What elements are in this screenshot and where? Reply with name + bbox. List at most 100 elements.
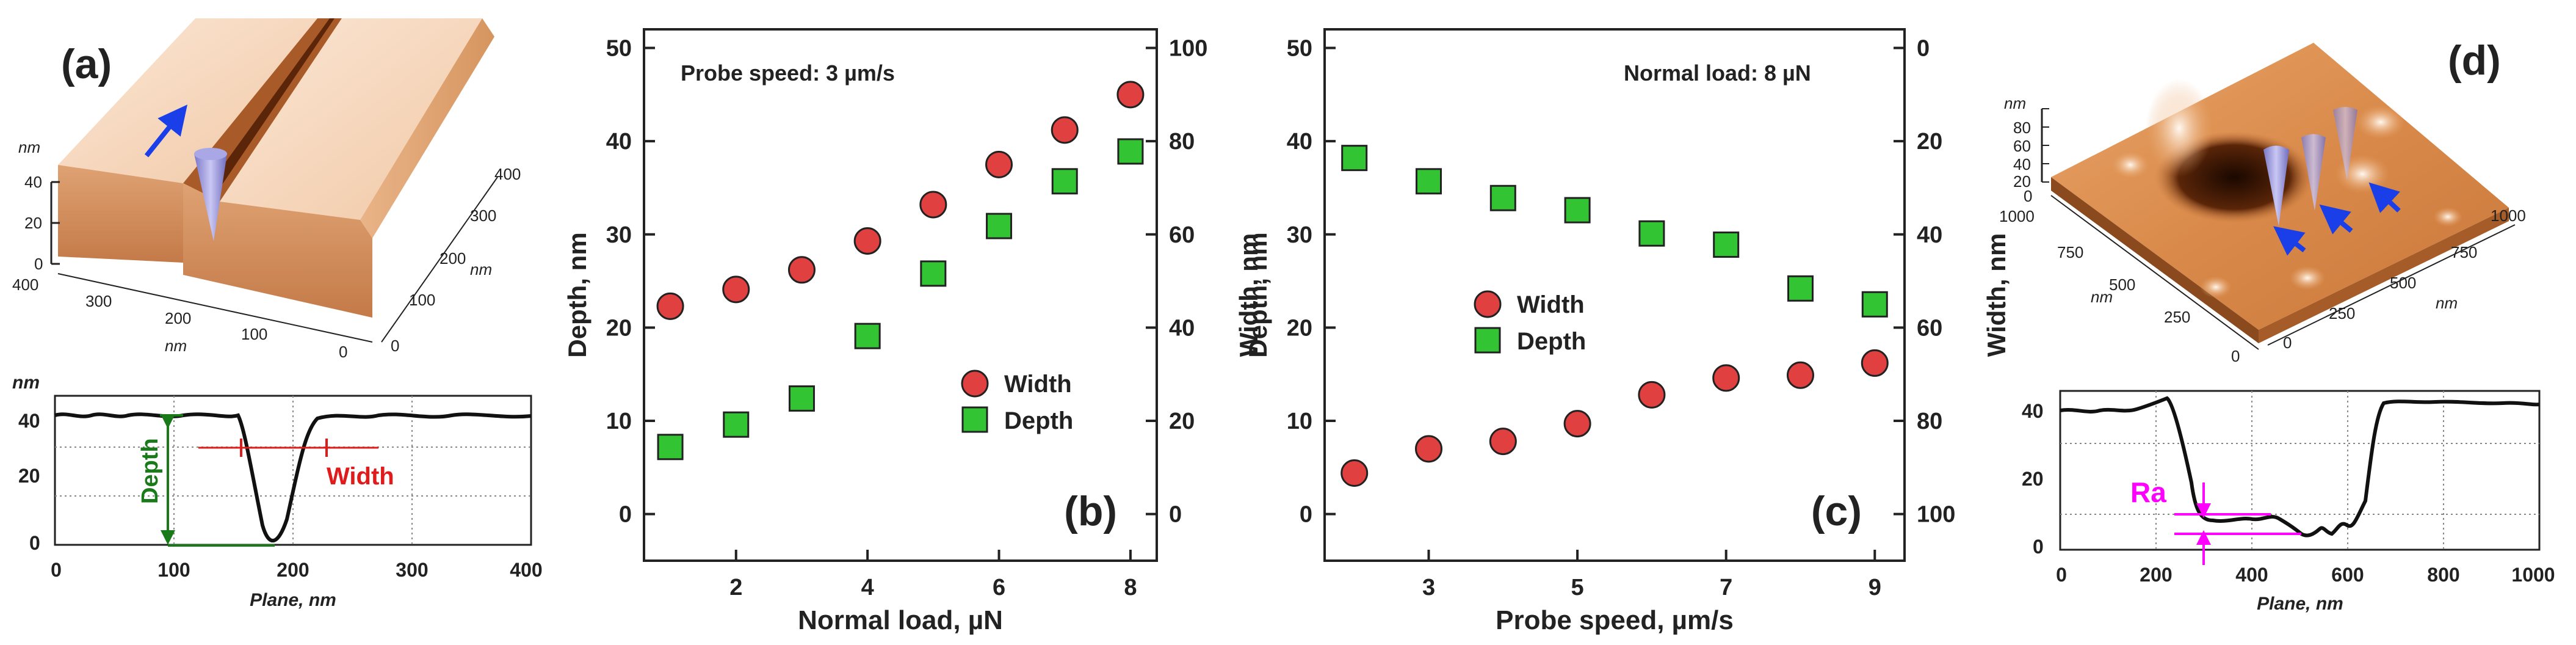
profile-d-ytick: 40	[2022, 400, 2044, 422]
panel-d-label: (d)	[2448, 37, 2501, 84]
profile-d-grid	[2060, 391, 2539, 550]
profile-a-curve	[54, 412, 532, 542]
chart-b-y2label: Width, nm	[1234, 233, 1263, 357]
width-point	[1340, 459, 1369, 487]
profile-d-xtick: 200	[2140, 564, 2172, 586]
surface-a-y-tick: 400	[494, 165, 521, 183]
depth-point	[788, 385, 815, 412]
depth-point	[920, 260, 947, 287]
y2-tick-label: 40	[1917, 222, 1942, 248]
surface-a-y-tick: 200	[440, 249, 466, 268]
depth-point	[1787, 275, 1814, 302]
surface-d-y-tick: 1000	[2491, 206, 2526, 225]
chart-b-xlabel: Normal load, µN	[798, 605, 1003, 635]
profile-d-xlabel: Plane, nm	[2257, 594, 2343, 614]
y2-tick-label: 100	[1917, 502, 1955, 528]
legend-depth-marker	[1474, 327, 1501, 354]
scan-direction-arrow-icon	[2273, 226, 2306, 256]
legend-width-label: Width	[1004, 371, 1072, 398]
profile-d-xtick: 1000	[2511, 564, 2555, 586]
width-point	[1563, 410, 1591, 438]
chart-c-frame	[1323, 28, 1906, 562]
width-point	[985, 150, 1013, 178]
legend-depth-marker	[961, 406, 988, 433]
depth-point	[1713, 231, 1740, 258]
surface-a-z-tick: 20	[24, 214, 42, 232]
profile-d-curve	[2060, 396, 2540, 538]
surface-d-z-tick: 60	[2013, 137, 2031, 155]
profile-a-axes: nm 40 20 0 0 100 200 300 400 Plane, nm	[12, 373, 543, 610]
surface-d-y-axis: 0 250 500 750 1000 nm	[2267, 206, 2526, 352]
legend-width-marker	[961, 370, 989, 398]
profile-a-xtick: 0	[51, 559, 62, 581]
depth-point	[854, 322, 881, 349]
profile-a: Depth Width nm 40 20 0 0 100 200 300 400…	[12, 373, 543, 610]
profile-d-xtick: 800	[2427, 564, 2459, 586]
surface-d-z-label: nm	[2004, 94, 2026, 112]
chart-b-panel-label: (b)	[1064, 488, 1117, 534]
profile-a-xtick: 100	[157, 559, 190, 581]
surface-d-x-tick: 750	[2057, 243, 2083, 261]
surface-d-z-tick: 80	[2013, 118, 2031, 137]
depth-point	[1051, 168, 1078, 195]
y2-tick-label: 20	[1917, 129, 1942, 155]
y-tick-label: 0	[1300, 502, 1312, 528]
surface-a-z-tick: 40	[24, 173, 42, 191]
legend-depth-label: Depth	[1004, 407, 1073, 434]
x-tick-label: 4	[861, 575, 874, 600]
surface-d-z-tick: 20	[2013, 172, 2031, 191]
surface-d-x-tick: 0	[2231, 347, 2240, 365]
y-tick-label: 50	[1287, 36, 1312, 62]
depth-point	[1489, 184, 1516, 211]
y-tick-label: 30	[1287, 222, 1312, 248]
surface-a-z-tick: 0	[34, 255, 43, 273]
surface-d-y-label: nm	[2436, 294, 2458, 312]
y2-tick-label: 20	[1169, 409, 1195, 434]
scan-direction-arrow-icon	[144, 104, 187, 158]
profile-a-ytick: 0	[29, 532, 40, 554]
depth-point	[1416, 168, 1442, 195]
y2-tick-label: 80	[1169, 129, 1195, 155]
width-point	[1489, 428, 1517, 456]
surface-a-x-tick: 0	[339, 343, 347, 361]
profile-d-xtick: 400	[2235, 564, 2268, 586]
profile-a-ytick: 40	[18, 410, 40, 432]
surface-d-z-tick: 40	[2013, 155, 2031, 173]
depth-point	[657, 434, 684, 461]
surface-d-x-label: nm	[2091, 288, 2113, 306]
x-tick-label: 5	[1571, 575, 1584, 600]
profile-a-xtick: 400	[510, 559, 542, 581]
surface-a-x-axis: 400 300 200 100 0 nm	[12, 273, 373, 361]
depth-point	[1341, 145, 1368, 172]
y-tick-label: 50	[606, 36, 632, 62]
depth-point	[723, 411, 750, 438]
surface-d-x-tick: 250	[2164, 308, 2190, 326]
y2-tick-label: 0	[1917, 36, 1930, 62]
profile-d-frame	[2059, 390, 2541, 551]
y2-tick-label: 80	[1917, 409, 1942, 434]
y-tick-label: 20	[606, 315, 632, 341]
chart-b-annotation: Probe speed: 3 µm/s	[681, 60, 895, 86]
legend-width-marker	[1474, 290, 1502, 318]
afm-surface-d	[2051, 43, 2509, 343]
profile-d-ytick: 0	[2033, 536, 2044, 558]
scan-direction-arrow-icon	[2368, 182, 2401, 213]
depth-point	[1564, 197, 1591, 224]
chart-c-panel-label: (c)	[1811, 488, 1862, 534]
panel-a-label: (a)	[61, 41, 112, 87]
surface-a-y-tick: 300	[470, 206, 496, 225]
surface-d-z-axis: nm 80 60 40 20 0	[2004, 94, 2049, 205]
x-tick-label: 6	[993, 575, 1005, 600]
depth-point	[1861, 291, 1888, 318]
chart-c-annotation: Normal load: 8 µN	[1624, 60, 1811, 86]
y2-tick-label: 60	[1917, 315, 1942, 341]
x-tick-label: 3	[1422, 575, 1435, 600]
depth-point	[1638, 220, 1665, 247]
surface-d-x-tick: 500	[2109, 275, 2135, 294]
legend-width-label: Width	[1517, 291, 1585, 318]
surface-d-y-tick: 750	[2451, 243, 2477, 261]
width-point	[1116, 81, 1145, 109]
profile-a-xlabel: Plane, nm	[250, 590, 336, 610]
y-tick-label: 40	[1287, 129, 1312, 155]
